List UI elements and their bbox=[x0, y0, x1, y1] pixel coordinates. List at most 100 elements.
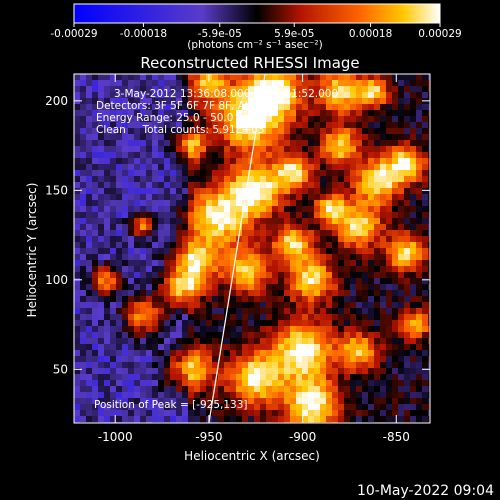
heatmap-cell bbox=[152, 158, 158, 164]
heatmap-cell bbox=[410, 296, 416, 302]
heatmap-cell bbox=[170, 308, 176, 314]
heatmap-cell bbox=[110, 224, 116, 230]
heatmap-cell bbox=[356, 326, 362, 332]
heatmap-cell bbox=[74, 104, 80, 110]
heatmap-cell bbox=[272, 344, 278, 350]
heatmap-cell bbox=[260, 410, 266, 416]
heatmap-cell bbox=[206, 182, 212, 188]
heatmap-cell bbox=[344, 362, 350, 368]
heatmap-cell bbox=[392, 224, 398, 230]
heatmap-cell bbox=[302, 86, 308, 92]
heatmap-cell bbox=[332, 110, 338, 116]
heatmap-cell bbox=[308, 404, 314, 410]
heatmap-cell bbox=[428, 86, 430, 92]
heatmap-cell bbox=[146, 212, 152, 218]
energy-range-label: Energy Range: 25.0 - 50.0 keV bbox=[96, 112, 257, 124]
heatmap-cell bbox=[404, 338, 410, 344]
heatmap-cell bbox=[80, 290, 86, 296]
heatmap-cell bbox=[356, 350, 362, 356]
heatmap-cell bbox=[278, 296, 284, 302]
heatmap-cell bbox=[248, 224, 254, 230]
heatmap-cell bbox=[140, 224, 146, 230]
heatmap-cell bbox=[416, 248, 422, 254]
heatmap-cell bbox=[308, 158, 314, 164]
heatmap-cell bbox=[158, 350, 164, 356]
heatmap-cell bbox=[308, 368, 314, 374]
heatmap-cell bbox=[278, 404, 284, 410]
heatmap-cell bbox=[260, 350, 266, 356]
heatmap-cell bbox=[122, 380, 128, 386]
heatmap-cell bbox=[74, 356, 80, 362]
heatmap-cell bbox=[188, 170, 194, 176]
heatmap-cell bbox=[230, 116, 236, 122]
heatmap-cell bbox=[86, 164, 92, 170]
heatmap-cell bbox=[176, 128, 182, 134]
heatmap-cell bbox=[248, 116, 254, 122]
heatmap-cell bbox=[140, 98, 146, 104]
heatmap-cell bbox=[224, 74, 230, 80]
heatmap-cell bbox=[362, 104, 368, 110]
heatmap-cell bbox=[278, 326, 284, 332]
heatmap-cell bbox=[242, 314, 248, 320]
heatmap-cell bbox=[116, 350, 122, 356]
heatmap-cell bbox=[194, 410, 200, 416]
heatmap-cell bbox=[128, 164, 134, 170]
heatmap-cell bbox=[146, 284, 152, 290]
heatmap-cell bbox=[224, 290, 230, 296]
heatmap-cell bbox=[236, 224, 242, 230]
heatmap-cell bbox=[170, 350, 176, 356]
heatmap-cell bbox=[134, 176, 140, 182]
heatmap-cell bbox=[362, 98, 368, 104]
heatmap-cell bbox=[296, 110, 302, 116]
heatmap-cell bbox=[236, 398, 242, 404]
heatmap-cell bbox=[146, 410, 152, 416]
heatmap-cell bbox=[104, 398, 110, 404]
heatmap-cell bbox=[158, 92, 164, 98]
heatmap-cell bbox=[428, 326, 430, 332]
heatmap-cell bbox=[350, 230, 356, 236]
heatmap-cell bbox=[368, 416, 374, 422]
heatmap-cell bbox=[326, 344, 332, 350]
heatmap-cell bbox=[224, 236, 230, 242]
heatmap-cell bbox=[380, 416, 386, 422]
heatmap-cell bbox=[80, 152, 86, 158]
heatmap-cell bbox=[164, 140, 170, 146]
heatmap-cell bbox=[380, 314, 386, 320]
heatmap-cell bbox=[266, 314, 272, 320]
heatmap-cell bbox=[164, 188, 170, 194]
heatmap-cell bbox=[386, 98, 392, 104]
heatmap-cell bbox=[230, 404, 236, 410]
heatmap-cell bbox=[302, 254, 308, 260]
heatmap-cell bbox=[296, 272, 302, 278]
heatmap-cell bbox=[116, 206, 122, 212]
heatmap-cell bbox=[98, 290, 104, 296]
heatmap-cell bbox=[212, 170, 218, 176]
heatmap-cell bbox=[200, 416, 206, 422]
heatmap-cell bbox=[326, 176, 332, 182]
heatmap-cell bbox=[362, 296, 368, 302]
heatmap-cell bbox=[254, 314, 260, 320]
heatmap-cell bbox=[272, 188, 278, 194]
heatmap-cell bbox=[260, 158, 266, 164]
heatmap-cell bbox=[86, 392, 92, 398]
heatmap-cell bbox=[224, 206, 230, 212]
heatmap-cell bbox=[176, 314, 182, 320]
heatmap-cell bbox=[140, 272, 146, 278]
heatmap-cell bbox=[248, 80, 254, 86]
heatmap-cell bbox=[356, 224, 362, 230]
heatmap-cell bbox=[356, 104, 362, 110]
heatmap-cell bbox=[416, 98, 422, 104]
heatmap-cell bbox=[362, 164, 368, 170]
heatmap-cell bbox=[116, 326, 122, 332]
heatmap-cell bbox=[176, 278, 182, 284]
heatmap-cell bbox=[176, 416, 182, 422]
heatmap-cell bbox=[212, 122, 218, 128]
heatmap-cell bbox=[218, 410, 224, 416]
heatmap-cell bbox=[212, 200, 218, 206]
heatmap-cell bbox=[254, 332, 260, 338]
heatmap-cell bbox=[206, 308, 212, 314]
heatmap-cell bbox=[80, 140, 86, 146]
heatmap-cell bbox=[152, 278, 158, 284]
heatmap-cell bbox=[104, 200, 110, 206]
heatmap-cell bbox=[194, 200, 200, 206]
